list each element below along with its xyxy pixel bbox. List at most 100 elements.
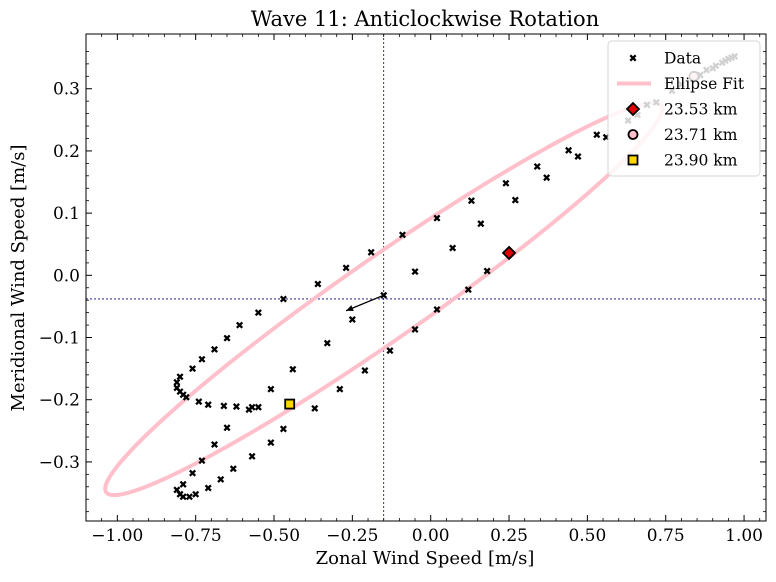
data-point-stroke [248, 452, 256, 460]
data-point [367, 248, 375, 256]
x-tick-label: 0.50 [568, 526, 606, 546]
data-point [314, 280, 322, 288]
data-point-stroke [254, 403, 262, 411]
chart-title: Wave 11: Anticlockwise Rotation [251, 7, 599, 31]
data-point-stroke [195, 398, 203, 406]
data-point [464, 286, 472, 294]
data-point-stroke [502, 179, 510, 187]
y-tick-label: 0.3 [53, 80, 80, 100]
data-point-stroke [173, 486, 181, 494]
legend-marker-diamond [625, 101, 641, 117]
data-point-stroke [173, 384, 181, 392]
y-tick-label: −0.1 [39, 329, 80, 349]
data-point [254, 403, 262, 411]
data-point-stroke [185, 493, 193, 501]
data-point [483, 267, 491, 275]
x-tick-label: −1.00 [91, 526, 143, 546]
data-point [176, 373, 184, 381]
data-point [593, 131, 601, 139]
legend-label: 23.71 km [664, 126, 738, 144]
rotation-arrow-head [346, 305, 354, 312]
data-point [210, 440, 218, 449]
data-point [210, 345, 218, 353]
data-point-stroke [311, 404, 319, 412]
legend-item: 23.53 km [625, 101, 738, 119]
data-point [198, 457, 206, 465]
data-point-stroke [220, 402, 228, 410]
y-tick-label: −0.2 [39, 391, 80, 411]
legend: Data Ellipse Fit 23.53 km 23.71 km 23.90 km [607, 40, 761, 177]
x-tick-label: 0.00 [412, 526, 450, 546]
data-point [195, 398, 203, 406]
marker-diamond [501, 245, 517, 261]
data-point [232, 403, 240, 411]
data-point-stroke [192, 490, 200, 498]
data-point-stroke [176, 388, 184, 396]
data-point-stroke [267, 439, 275, 447]
data-point-stroke [182, 393, 190, 401]
data-point-stroke [223, 334, 231, 342]
data-point-stroke [189, 365, 197, 373]
data-point-stroke [464, 286, 472, 294]
data-point-stroke [254, 309, 262, 317]
data-point [449, 244, 457, 252]
data-point [502, 179, 510, 187]
data-point [411, 268, 419, 276]
legend-marker-circle [627, 129, 639, 140]
data-point [189, 469, 197, 477]
data-point [236, 321, 244, 329]
data-point [223, 334, 231, 342]
data-point-stroke [179, 480, 187, 488]
data-point-stroke [223, 424, 231, 432]
data-point-stroke [217, 475, 225, 483]
data-point-stroke [179, 391, 187, 399]
data-point-stroke [342, 264, 350, 272]
data-point-stroke [477, 220, 485, 228]
data-point-stroke [411, 325, 419, 333]
legend-item: 23.71 km [627, 126, 738, 144]
data-point [179, 480, 187, 488]
data-point [467, 197, 475, 205]
data-point-stroke [248, 403, 256, 411]
axes-frame [85, 33, 767, 522]
data-point-stroke [236, 321, 244, 329]
legend-label: Data [664, 50, 701, 68]
data-point [386, 347, 394, 355]
data-point-stroke [533, 162, 541, 170]
data-point-stroke [483, 267, 491, 275]
data-point-stroke [574, 153, 582, 161]
data-point [173, 378, 181, 386]
data-point [398, 231, 407, 239]
data-point [248, 403, 256, 411]
data-point [189, 365, 197, 373]
data-point-stroke [336, 385, 344, 393]
data-point-stroke [511, 196, 519, 204]
data-point [220, 402, 228, 410]
data-point [533, 162, 541, 170]
data-point-stroke [361, 366, 369, 374]
data-point [185, 493, 193, 501]
legend-label: 23.90 km [664, 152, 738, 170]
data-point [198, 355, 206, 363]
data-point-stroke [386, 347, 394, 355]
data-point [179, 493, 187, 501]
x-axis-label: Zonal Wind Speed [m/s] [316, 548, 535, 569]
data-point-stroke [449, 244, 457, 252]
data-point [217, 475, 225, 483]
data-point-stroke [398, 231, 407, 239]
legend-marker-square [627, 154, 639, 166]
data-point [361, 366, 369, 374]
y-tick-label: −0.3 [39, 453, 80, 473]
data-point [192, 490, 200, 498]
data-point-stroke [173, 378, 181, 386]
data-point [229, 465, 237, 473]
data-point [565, 146, 573, 154]
legend-item: 23.90 km [627, 152, 738, 170]
data-point [323, 339, 331, 347]
data-point-stroke [210, 440, 218, 449]
y-tick-label: 0.0 [53, 266, 80, 286]
data-point-stroke [198, 355, 206, 363]
x-tick-label: −0.50 [248, 526, 300, 546]
data-point-stroke [176, 373, 184, 381]
